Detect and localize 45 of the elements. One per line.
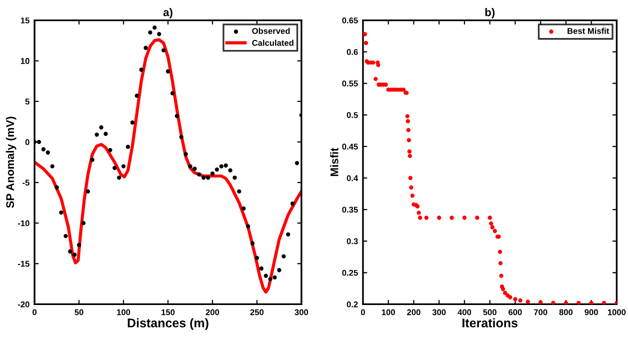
- y-tick-label: 0.2: [346, 301, 358, 308]
- y-tick-label: 0: [25, 139, 30, 146]
- x-tick-label: 400: [458, 309, 472, 316]
- y-tick-label: -20: [18, 301, 30, 308]
- y-tick-label: 0.45: [342, 144, 358, 150]
- x-tick-label: 800: [559, 309, 573, 316]
- y-tick-label: 0.5: [346, 112, 358, 118]
- y-tick-label: -10: [18, 220, 30, 226]
- x-tick-label: 0: [360, 309, 365, 316]
- x-tick-label: 500: [483, 309, 496, 316]
- legend-label: Best Misfit: [568, 28, 610, 34]
- x-tick-label: 0: [32, 309, 37, 316]
- y-axis-title: SP Anomaly (mV): [6, 116, 16, 208]
- y-tick-label: 10: [20, 58, 30, 64]
- x-tick-label: 200: [407, 309, 420, 316]
- y-tick-label: 0.6: [346, 49, 358, 55]
- x-tick-label: 700: [534, 309, 548, 316]
- x-tick-label: 50: [74, 309, 84, 316]
- x-tick-label: 600: [508, 309, 522, 316]
- x-tick-label: 150: [162, 309, 175, 316]
- x-axis-title: Iterations: [462, 318, 518, 328]
- legend-label: Observed: [252, 28, 290, 34]
- x-tick-label: 300: [432, 309, 446, 316]
- y-tick-label: 0.65: [342, 17, 358, 24]
- y-tick-label: -15: [18, 260, 30, 267]
- y-tick-label: 0.55: [342, 80, 358, 86]
- legend-label: Calculated: [252, 40, 294, 46]
- y-axis-title: Misfit: [330, 148, 338, 176]
- x-tick-label: 300: [294, 309, 308, 316]
- x-axis-title: Distances (m): [128, 318, 208, 330]
- y-tick-label: 0.3: [346, 238, 358, 244]
- x-tick-label: 100: [117, 309, 130, 316]
- x-tick-label: 1000: [608, 309, 626, 316]
- x-tick-label: 200: [206, 309, 220, 316]
- chart-title: b): [485, 8, 495, 18]
- y-tick-label: 0.4: [346, 175, 358, 182]
- y-tick-label: 5: [25, 98, 30, 104]
- y-tick-label: 0.35: [342, 206, 358, 213]
- x-tick-label: 100: [382, 309, 395, 316]
- chart-title: a): [163, 8, 172, 18]
- x-tick-label: 900: [584, 309, 598, 316]
- y-tick-label: -5: [22, 180, 30, 186]
- x-tick-label: 250: [250, 309, 264, 316]
- y-tick-label: 15: [20, 18, 30, 24]
- y-tick-label: 0.25: [342, 270, 358, 276]
